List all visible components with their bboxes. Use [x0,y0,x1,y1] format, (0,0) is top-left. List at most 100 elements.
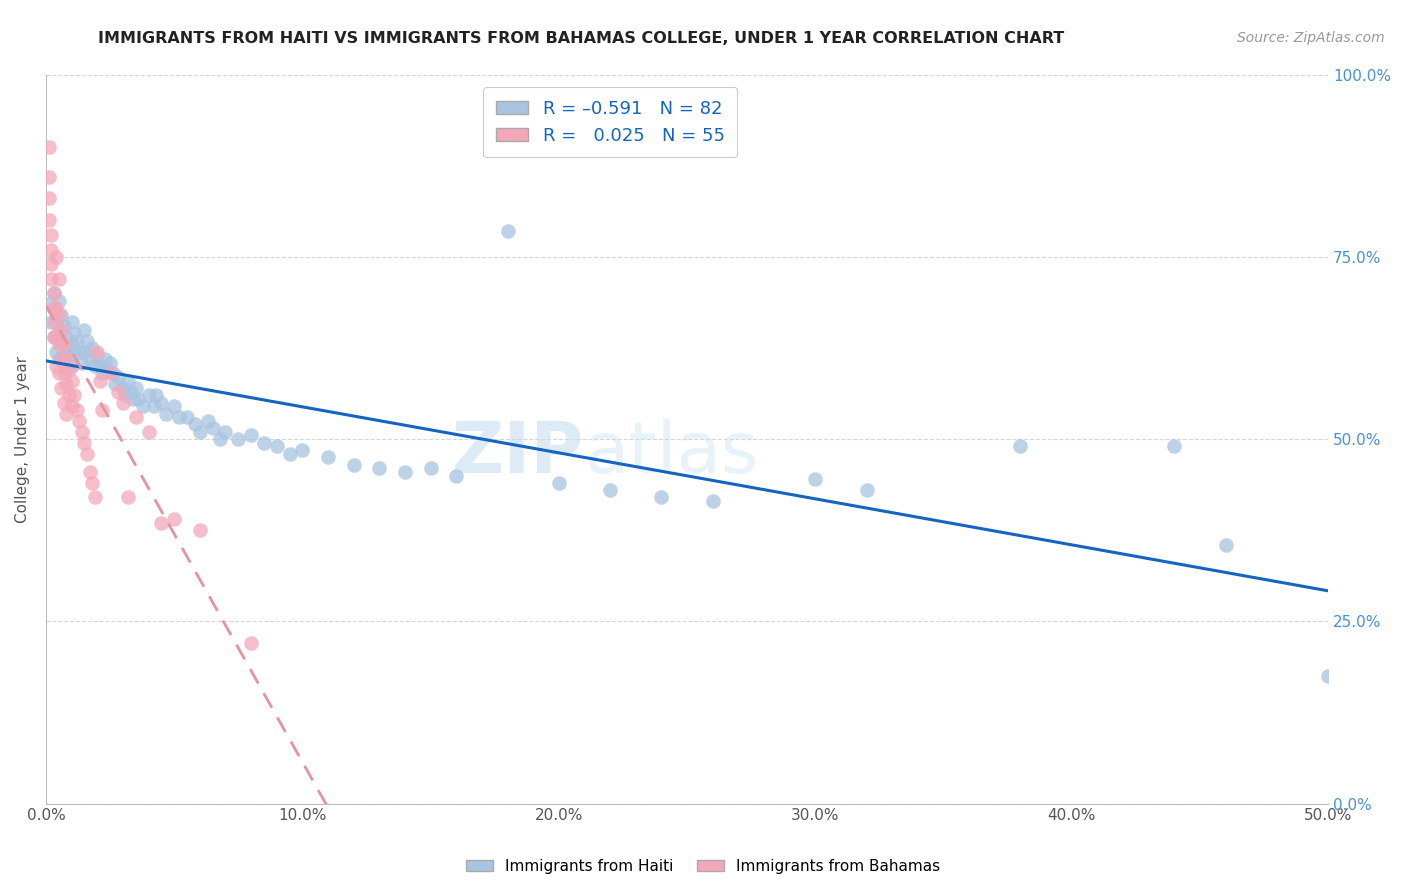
Point [394,465,416,479]
Point [67,344,90,359]
Point [291,442,314,457]
Point [163,512,186,526]
Point [142,399,165,413]
Point [104,377,127,392]
Point [183,417,205,432]
Point [52,367,75,381]
Point [117,491,139,505]
Point [226,432,249,446]
Point [1215,538,1237,552]
Point [82,475,104,490]
Point [55,407,77,421]
Point [496,224,519,238]
Point [91,403,114,417]
Point [114,388,136,402]
Point [39,315,62,329]
Point [240,428,263,442]
Point [83,491,105,505]
Text: Source: ZipAtlas.com: Source: ZipAtlas.com [1237,31,1385,45]
Point [599,483,621,497]
Point [278,447,301,461]
Point [51,323,73,337]
Point [804,472,827,486]
Point [51,308,73,322]
Point [79,465,101,479]
Point [240,636,263,650]
Point [66,403,89,417]
Point [73,435,96,450]
Point [63,348,86,362]
Point [89,374,111,388]
Point [55,359,77,373]
Point [48,293,70,308]
Point [125,381,148,395]
Point [855,483,877,497]
Point [38,169,60,184]
Point [58,341,80,355]
Point [120,384,142,399]
Point [60,359,83,373]
Point [52,348,75,362]
Point [316,450,339,465]
Point [52,319,75,334]
Point [91,367,114,381]
Point [127,392,149,406]
Point [101,367,124,381]
Point [201,421,224,435]
Point [86,344,108,359]
Point [169,410,191,425]
Point [51,381,73,395]
Point [155,407,177,421]
Point [38,213,60,227]
Point [132,399,155,413]
Point [547,475,569,490]
Point [45,330,67,344]
Point [38,297,60,311]
Point [368,461,391,475]
Point [446,468,468,483]
Point [188,523,211,537]
Point [138,388,160,402]
Point [163,399,186,413]
Point [39,271,62,285]
Point [79,351,101,366]
Point [52,395,75,409]
Point [45,250,67,264]
Point [55,351,77,366]
Point [42,315,65,329]
Point [60,399,83,413]
Point [45,344,67,359]
Point [125,410,148,425]
Point [45,311,67,326]
Point [209,432,232,446]
Point [60,315,83,329]
Point [150,395,173,409]
Point [42,330,65,344]
Point [70,355,93,369]
Point [650,491,672,505]
Point [55,377,77,392]
Point [107,384,129,399]
Point [73,323,96,337]
Point [48,271,70,285]
Point [39,257,62,271]
Point [1317,669,1340,683]
Point [188,425,211,439]
Point [214,425,236,439]
Point [60,374,83,388]
Point [702,494,724,508]
Point [48,367,70,381]
Point [343,458,366,472]
Point [38,191,60,205]
Point [98,355,121,369]
Point [42,286,65,301]
Point [76,447,98,461]
Point [76,334,98,348]
Point [145,388,167,402]
Point [86,348,108,362]
Point [55,330,77,344]
Point [197,414,219,428]
Y-axis label: College, Under 1 year: College, Under 1 year [15,356,30,523]
Legend: Immigrants from Haiti, Immigrants from Bahamas: Immigrants from Haiti, Immigrants from B… [460,853,946,880]
Point [111,381,134,395]
